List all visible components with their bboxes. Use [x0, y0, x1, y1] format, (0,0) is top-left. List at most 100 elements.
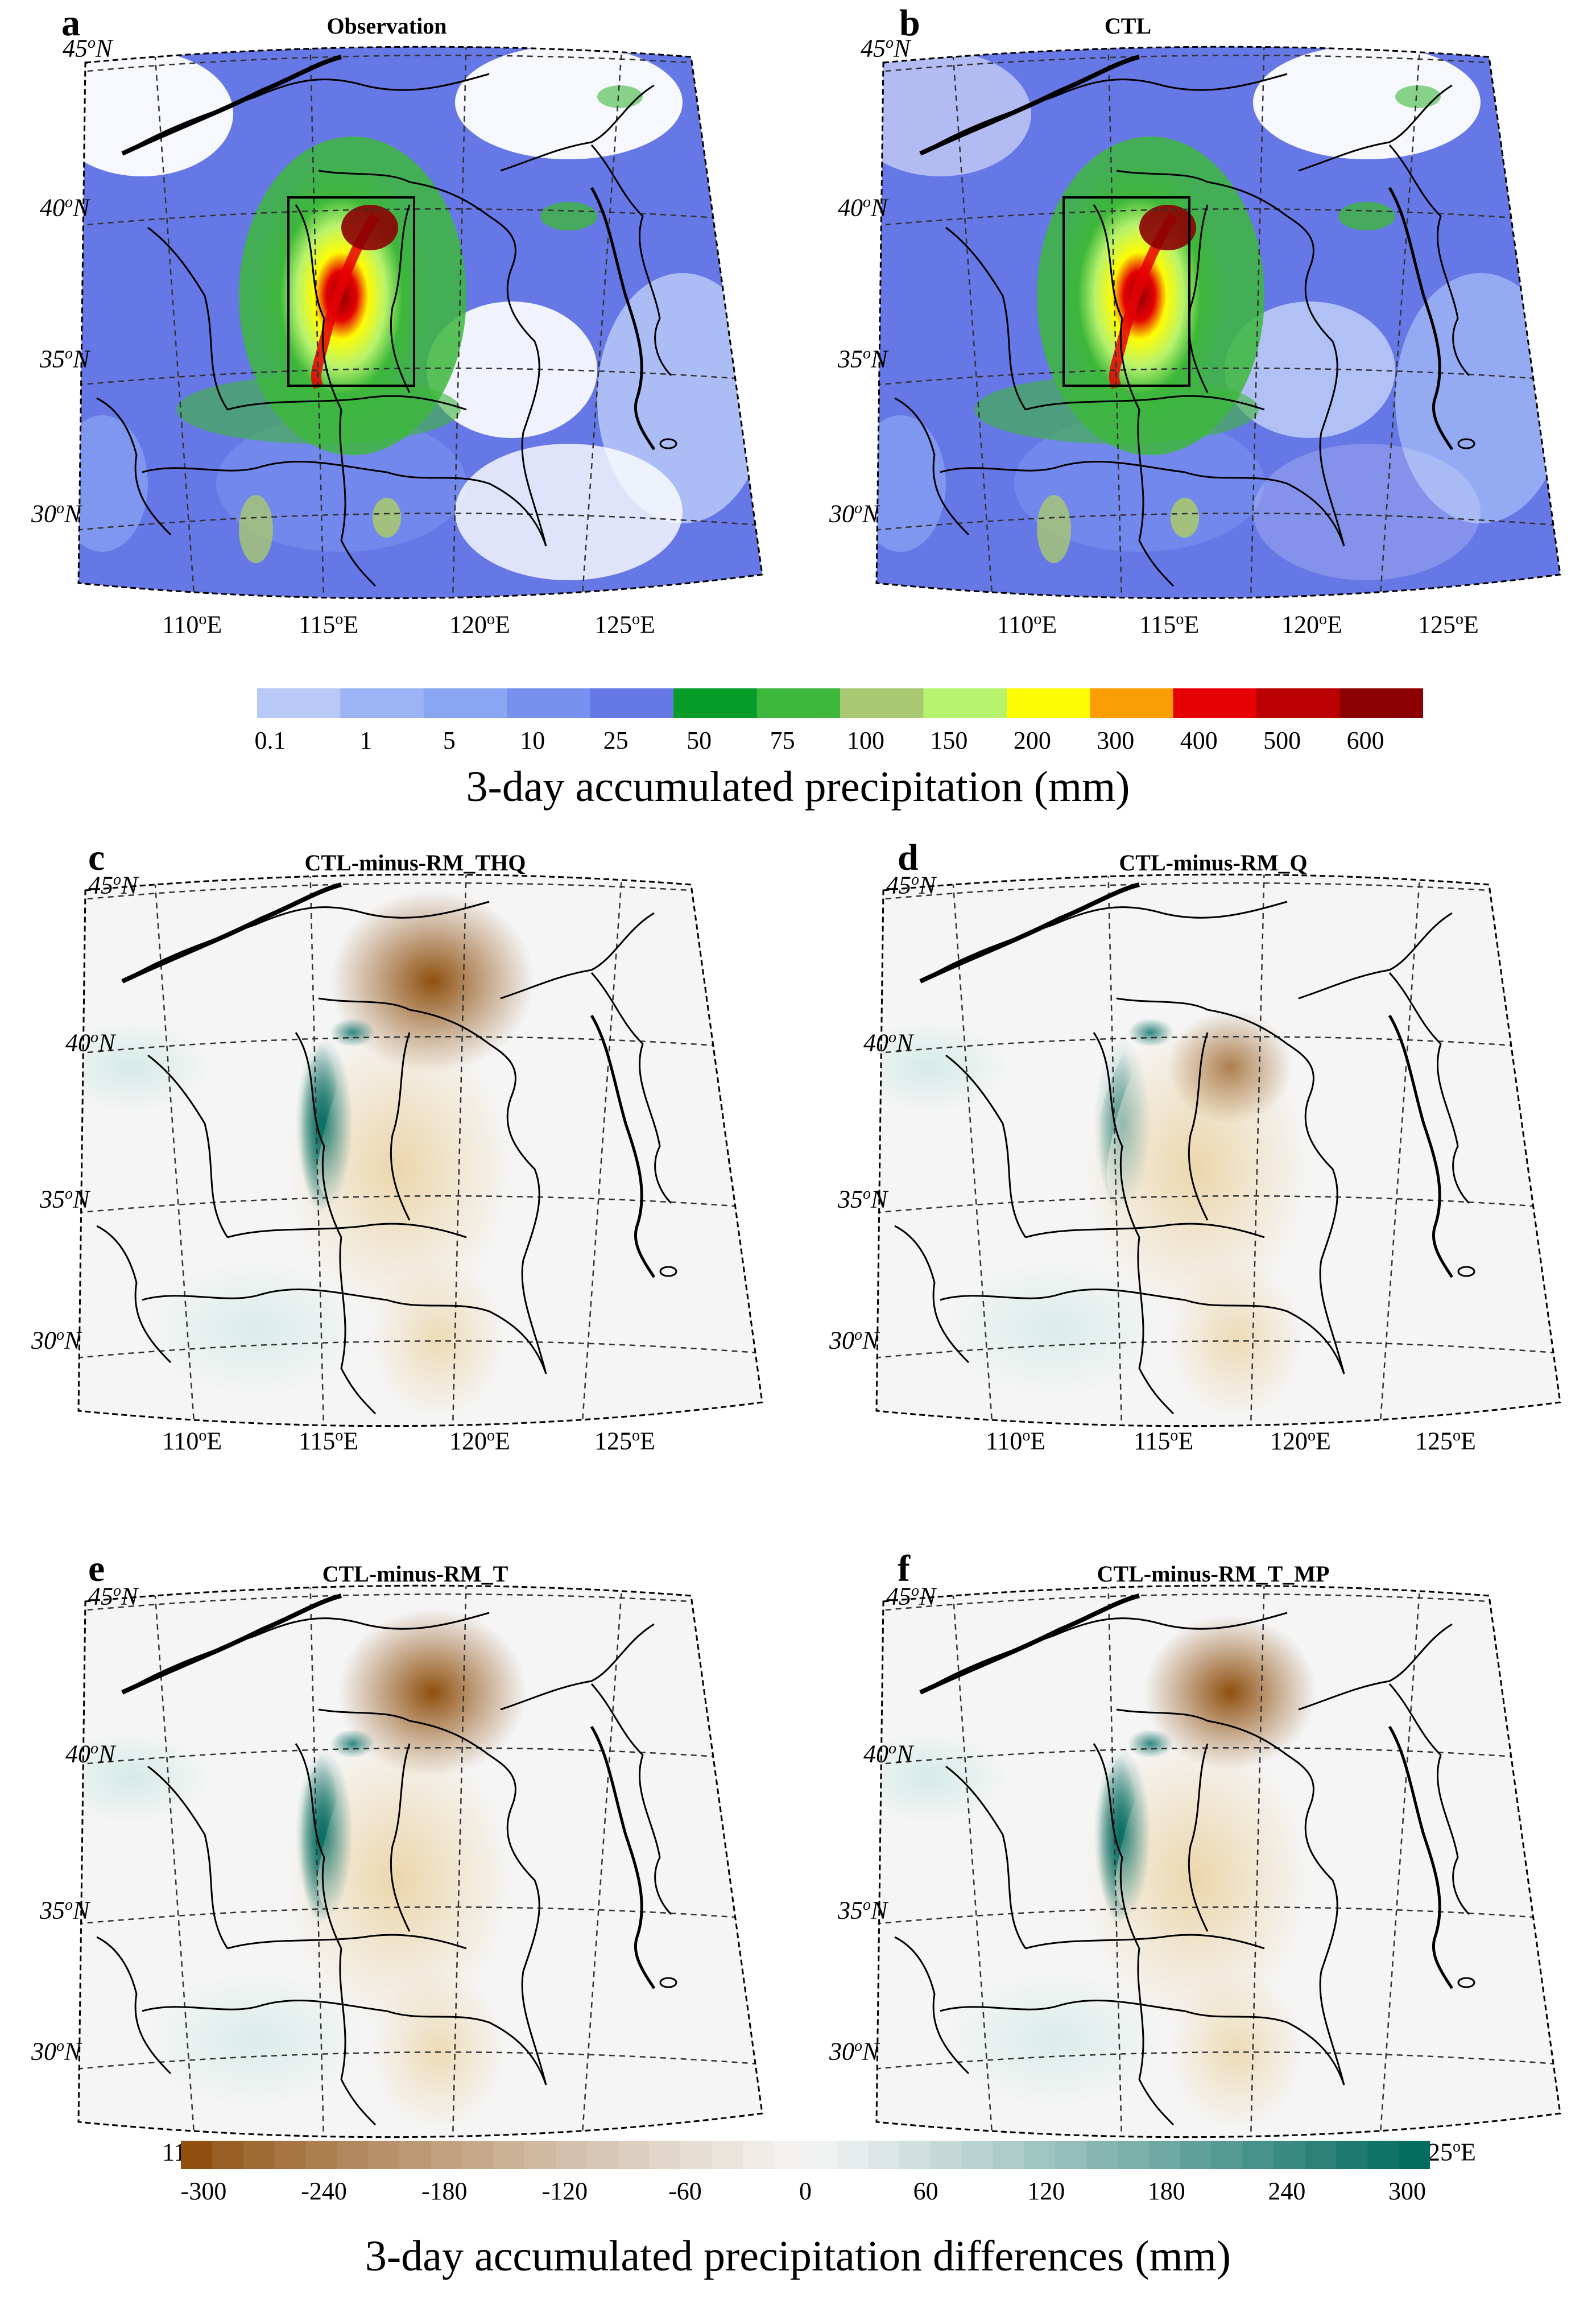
lon-label-125: 125oE: [1418, 610, 1479, 639]
lat-label-40: 40oN: [863, 1740, 913, 1768]
boundary-line: [363, 1612, 490, 1630]
precip-colorbar-tick: 10: [520, 726, 545, 754]
colorbar-swatch: [1006, 688, 1090, 718]
colorbar-swatch: [1242, 2141, 1274, 2169]
lat-label-45: 45oN: [88, 1582, 138, 1611]
colorbar-swatch: [1090, 688, 1174, 718]
longitude-line: [451, 1585, 468, 2137]
lon-label-120: 120oE: [449, 1427, 510, 1455]
colorbar-swatch: [618, 2141, 650, 2169]
coastline: [1388, 1014, 1454, 1278]
colorbar-swatch: [423, 688, 507, 718]
island-outline: [659, 438, 677, 449]
boundary-line: [96, 397, 172, 536]
lat-label-40: 40oN: [65, 1029, 115, 1057]
lat-label-40: 40oN: [838, 193, 888, 222]
latitude-line: [78, 1593, 762, 1614]
boundary-line: [1137, 1237, 1175, 1415]
colorbar-swatch: [774, 2141, 806, 2169]
map-frame: [875, 46, 1561, 600]
boundary-line: [940, 1288, 1185, 1301]
panel-c: c CTL-minus-RM_THQ 45oN 40oN 35oN 30oN 110oE 11…: [0, 828, 798, 1479]
lon-label-115: 115oE: [299, 1427, 359, 1455]
map-frame: [77, 46, 763, 600]
map-canvas: [77, 46, 763, 600]
boundary-line: [295, 1032, 342, 1238]
latitude-line: [78, 1906, 762, 1927]
precip-colorbar-tick: 0.1: [254, 726, 286, 754]
colorbar-swatch: [1118, 2141, 1150, 2169]
map-canvas: [77, 1584, 763, 2138]
map-frame: [77, 1584, 763, 2138]
longitude-line: [309, 1585, 325, 2137]
colorbar-swatch: [181, 2141, 213, 2169]
precip-colorbar-tick: 150: [930, 726, 968, 754]
boundary-line: [894, 1225, 970, 1364]
panel-d: d CTL-minus-RM_Q 45oN 40oN 35oN 30oN 110oE 115o…: [798, 828, 1596, 1479]
panel-title: CTL: [1104, 13, 1152, 39]
graticule: [876, 1585, 1560, 2137]
admin-boundaries: [96, 882, 677, 1415]
latitude-line: [876, 1593, 1560, 1614]
admin-boundaries: [894, 1593, 1475, 2126]
colorbar-swatch: [1274, 2141, 1305, 2169]
study-region-box: [1062, 196, 1190, 387]
colorbar-swatch: [337, 2141, 369, 2169]
lat-label-45: 45oN: [861, 34, 911, 63]
boundary-line: [147, 1054, 229, 1238]
longitude-line: [1377, 874, 1422, 1426]
difference-field: [876, 1585, 1560, 2137]
boundary-line: [386, 471, 547, 547]
lon-label-115: 115oE: [1139, 610, 1200, 639]
colorbar-swatch: [899, 2141, 931, 2169]
boundary-line: [1137, 409, 1175, 587]
diff-colorbar-tick: -60: [668, 2177, 702, 2205]
longitude-line: [451, 874, 468, 1426]
longitude-line: [1377, 47, 1422, 598]
longitude-line: [1107, 1585, 1123, 2137]
lon-label-125: 125oE: [594, 1427, 655, 1455]
panel-letter: b: [899, 2, 920, 44]
colorbar-swatch: [507, 688, 591, 718]
admin-boundaries: [96, 55, 677, 587]
latitude-line: [876, 882, 1560, 903]
coastline: [1388, 1725, 1454, 1989]
boundary-line: [1184, 471, 1345, 547]
national-border: [121, 55, 342, 156]
colorbar-swatch: [961, 2141, 993, 2169]
boundary-line: [590, 1683, 672, 1915]
longitude-line: [950, 874, 995, 1426]
colorbar-swatch: [493, 2141, 525, 2169]
graticule: [78, 47, 762, 598]
latitude-line: [876, 2051, 1560, 2072]
lon-label-125: 125oE: [594, 610, 655, 639]
longitude-line: [579, 47, 624, 598]
diff-colorbar: [181, 2141, 1430, 2169]
difference-field: [78, 1585, 762, 2137]
longitude-line: [579, 874, 624, 1426]
boundary-line: [96, 1936, 172, 2075]
boundary-line: [363, 901, 490, 919]
panel-a: a Observation 45oN 40oN 35oN 30oN 110oE 115oE 12…: [0, 0, 798, 651]
diff-colorbar-tick: -180: [421, 2177, 468, 2205]
longitude-line: [152, 1585, 197, 2137]
boundary-line: [318, 997, 410, 1011]
boundary-line: [920, 79, 1163, 155]
boundary-line: [122, 79, 365, 155]
precip-colorbar-tick: 100: [847, 726, 884, 754]
boundary-line: [1093, 1032, 1140, 1238]
boundary-line: [318, 1708, 410, 1722]
latitude-line: [876, 1340, 1560, 1361]
lat-label-40: 40oN: [40, 193, 90, 222]
latitude-line: [78, 208, 762, 229]
boundary-line: [945, 1765, 1027, 1949]
boundary-line: [363, 73, 490, 91]
latitude-line: [876, 208, 1560, 229]
lat-label-40: 40oN: [863, 1029, 913, 1057]
longitude-line: [309, 874, 325, 1426]
colorbar-swatch: [1399, 2141, 1430, 2169]
diff-colorbar-tick: 60: [913, 2177, 938, 2205]
coastline: [590, 1725, 656, 1989]
colorbar-swatch: [680, 2141, 712, 2169]
boundary-line: [920, 1617, 1163, 1694]
